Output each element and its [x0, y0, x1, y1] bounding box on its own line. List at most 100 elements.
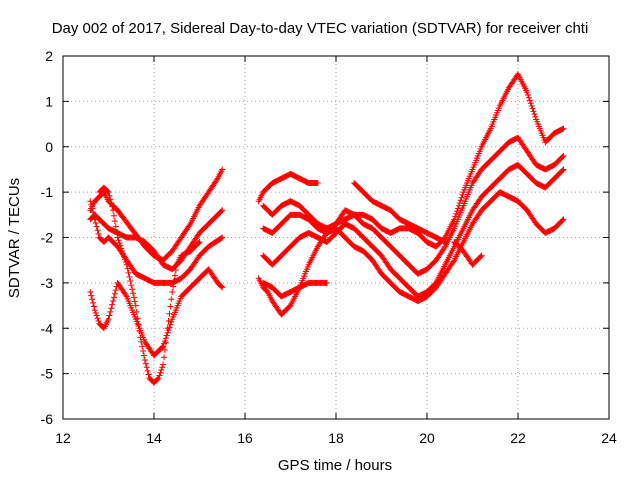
- data-point: [478, 252, 485, 259]
- y-tick-label: -2: [41, 230, 54, 246]
- series-track-6: [260, 71, 567, 250]
- data-point: [559, 167, 566, 174]
- data-point: [107, 308, 114, 315]
- x-tick-label: 12: [55, 430, 71, 446]
- x-tick-label: 20: [419, 430, 435, 446]
- data-point: [143, 364, 150, 371]
- data-point: [115, 237, 122, 244]
- data-point: [450, 258, 457, 265]
- data-point: [526, 97, 533, 104]
- data-point: [105, 189, 112, 196]
- data-point: [135, 321, 142, 328]
- data-point: [121, 256, 128, 263]
- data-point: [110, 212, 117, 219]
- y-tick-label: -1: [41, 184, 54, 200]
- data-point: [111, 218, 118, 225]
- data-point: [133, 308, 140, 315]
- data-point: [139, 343, 146, 350]
- y-tick-label: 0: [45, 139, 53, 155]
- data-point: [160, 361, 167, 368]
- data-point: [90, 303, 97, 310]
- data-point: [157, 369, 164, 376]
- x-tick-label: 18: [328, 430, 344, 446]
- data-point: [89, 205, 96, 212]
- data-point: [159, 364, 166, 371]
- data-point: [453, 210, 460, 217]
- data-point: [171, 272, 178, 279]
- data-point: [131, 298, 138, 305]
- data-point: [120, 253, 127, 260]
- chart-title: Day 002 of 2017, Sidereal Day-to-day VTE…: [52, 20, 589, 37]
- series-track-10: [260, 279, 330, 300]
- data-point: [122, 292, 129, 299]
- data-point: [93, 312, 100, 319]
- data-point: [160, 343, 167, 350]
- data-point: [163, 332, 170, 339]
- data-point: [114, 234, 121, 241]
- y-tick-label: -6: [41, 411, 54, 427]
- data-point: [132, 302, 139, 309]
- data-point: [108, 305, 115, 312]
- data-point: [219, 234, 226, 241]
- data-points: [87, 71, 567, 386]
- data-point: [95, 317, 102, 324]
- data-point: [530, 108, 537, 115]
- data-point: [171, 278, 178, 285]
- series-track-9: [255, 189, 567, 318]
- data-point: [168, 318, 175, 325]
- grid-lines: [63, 56, 609, 419]
- data-point: [124, 265, 131, 272]
- data-point: [109, 301, 116, 308]
- data-point: [155, 375, 162, 382]
- series-track-12: [351, 180, 449, 246]
- data-point: [140, 352, 147, 359]
- data-point: [122, 259, 129, 266]
- data-point: [120, 250, 127, 257]
- data-point: [166, 310, 173, 317]
- data-point: [196, 239, 203, 246]
- data-point: [442, 239, 449, 246]
- data-point: [158, 366, 165, 373]
- data-point: [161, 354, 168, 361]
- data-point: [90, 212, 97, 219]
- data-point: [140, 347, 147, 354]
- data-point: [117, 242, 124, 249]
- data-point: [154, 376, 161, 383]
- data-point: [525, 92, 532, 99]
- y-axis-label: SDTVAR / TECUs: [6, 178, 23, 298]
- data-point: [144, 367, 151, 374]
- x-tick-label: 16: [237, 430, 253, 446]
- y-tick-label: -3: [41, 275, 54, 291]
- data-point: [529, 105, 536, 112]
- data-point: [126, 273, 133, 280]
- data-point: [112, 287, 119, 294]
- data-point: [94, 315, 101, 322]
- data-point: [186, 222, 193, 229]
- data-point: [218, 283, 225, 290]
- data-point: [314, 180, 321, 187]
- data-point: [218, 235, 225, 242]
- data-point: [89, 296, 96, 303]
- data-point: [137, 334, 144, 341]
- data-point: [113, 229, 120, 236]
- data-point: [107, 196, 114, 203]
- data-point: [459, 191, 466, 198]
- data-point: [213, 176, 220, 183]
- data-point: [532, 113, 539, 120]
- data-point: [195, 239, 202, 246]
- data-point: [169, 288, 176, 295]
- data-point: [90, 299, 97, 306]
- data-point: [127, 278, 134, 285]
- x-tick-label: 14: [146, 430, 162, 446]
- data-point: [93, 223, 100, 230]
- data-point: [138, 338, 145, 345]
- data-point: [128, 282, 135, 289]
- series-track-11: [255, 170, 321, 205]
- data-point: [123, 261, 130, 268]
- data-point: [88, 292, 95, 299]
- data-point: [112, 223, 119, 230]
- data-point: [106, 192, 113, 199]
- data-point: [110, 298, 117, 305]
- data-point: [159, 344, 166, 351]
- data-point: [560, 216, 567, 223]
